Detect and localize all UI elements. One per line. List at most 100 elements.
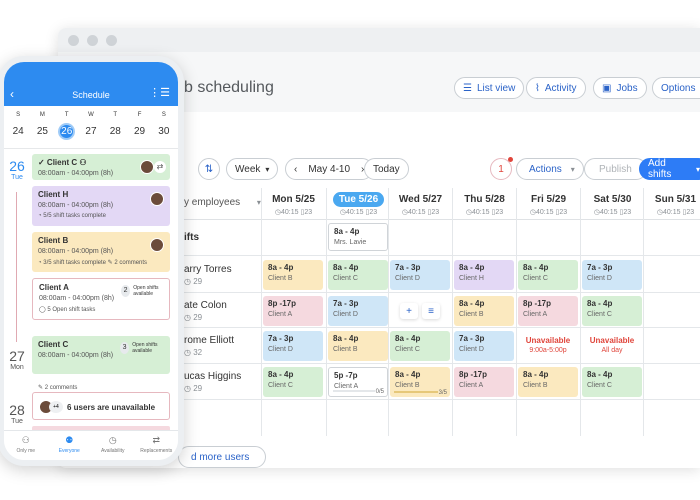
day-column-header[interactable]: Thu 5/28 ◷40:15 ▯23 xyxy=(452,188,516,220)
clock-icon: ◷ xyxy=(529,209,536,216)
shift-card[interactable]: Client A 08:00am - 04:00pm (8h) ◯ 5 Open s… xyxy=(32,278,170,320)
unavailable-label: 6 users are unavailable xyxy=(67,402,156,412)
week-day[interactable]: T 28 xyxy=(104,112,126,140)
unavailable-label: Unavailable xyxy=(525,336,571,345)
menu-icon[interactable]: ⋮☰ xyxy=(149,87,170,99)
shift-card[interactable]: 8a - 4p Client B 3/5 xyxy=(390,367,450,397)
list-view-button[interactable]: ☰ List view xyxy=(454,77,525,99)
shift-card[interactable]: ✓ Client C ⚇ 08:00am - 04:00pm (8h) ⇄ xyxy=(32,154,170,180)
tab-replacements[interactable]: ⇄ Replacements xyxy=(136,431,176,460)
day-column-header[interactable]: Mon 5/25 ◷40:15 ▯23 xyxy=(261,188,325,220)
open-shift-card[interactable]: 8a - 4p Mrs. Lavie xyxy=(328,223,388,251)
client-name: ✓ Client C ⚇ xyxy=(38,158,87,167)
list-icon[interactable]: ≡ xyxy=(422,303,440,319)
day-column-header[interactable]: Tue 5/26 ◷40:15 ▯23 xyxy=(326,188,390,220)
date-range-picker[interactable]: ‹ May 4-10 › xyxy=(285,158,374,180)
grid-line xyxy=(388,220,389,436)
shift-card[interactable]: Client B 08:00am - 04:00pm (8h) ◔ 3/5 shif… xyxy=(32,232,170,272)
window-dot[interactable] xyxy=(106,34,117,46)
week-day[interactable]: T 26 xyxy=(56,112,78,140)
shift-card[interactable]: Client C 08:00am - 04:00pm (8h) 3 Open shif… xyxy=(32,336,170,391)
tab-label: Everyone xyxy=(58,448,80,454)
shift-card[interactable]: 8a - 4p Client C xyxy=(390,331,450,361)
actions-button[interactable]: Actions ▾ xyxy=(516,158,584,180)
employee-name[interactable]: ucas Higgins xyxy=(184,371,242,382)
shift-card[interactable]: 8a - 4p Client C xyxy=(518,260,578,290)
swap-icon[interactable]: ⇄ xyxy=(154,161,166,173)
week-day[interactable]: W 27 xyxy=(80,112,102,140)
options-button[interactable]: Options▾ xyxy=(652,77,700,99)
week-day-letter: F xyxy=(137,112,142,118)
shift-card[interactable]: 8a - 4p Client C xyxy=(328,260,388,290)
sort-button[interactable]: ⇅ xyxy=(198,158,220,180)
shift-card[interactable]: 8a - 4p Client B xyxy=(328,331,388,361)
shift-client: Client B xyxy=(268,275,293,282)
shift-card[interactable]: 8p -17p Client A xyxy=(263,296,323,326)
back-arrow-icon[interactable]: ‹ xyxy=(10,87,14,101)
day-meta: ◷40:15 ▯23 xyxy=(327,208,390,216)
shift-card[interactable]: 8a - 4p Client B xyxy=(518,367,578,397)
add-shifts-button[interactable]: Add shifts ▾ xyxy=(639,158,700,180)
shift-card[interactable]: 8a - 4p Client H xyxy=(454,260,514,290)
alert-button[interactable]: 1 xyxy=(490,157,513,180)
week-day[interactable]: S 24 xyxy=(7,112,29,140)
open-shifts-badge[interactable]: 2 Open shifts available xyxy=(121,285,169,297)
employee-selector[interactable]: y employees ▾ xyxy=(184,197,261,208)
date-label: 27 Mon xyxy=(6,348,28,371)
tab-everyone[interactable]: ⚉ Everyone xyxy=(49,431,89,460)
day-column-header[interactable]: Wed 5/27 ◷40:15 ▯23 xyxy=(388,188,452,220)
shift-card[interactable]: 8a - 4p Client C xyxy=(263,367,323,397)
shift-card[interactable]: 7a - 3p Client D xyxy=(454,331,514,361)
shift-card[interactable]: 7a - 3p Client D xyxy=(390,260,450,290)
window-dot[interactable] xyxy=(87,34,98,46)
day-column-header[interactable]: Sat 5/30 ◷40:15 ▯23 xyxy=(580,188,644,220)
day-label: Fri 5/29 xyxy=(530,194,567,205)
window-titlebar xyxy=(58,28,700,52)
tab-availability[interactable]: ◷ Availability xyxy=(93,431,133,460)
shift-card[interactable]: +4 6 users are unavailable xyxy=(32,392,170,420)
shift-time: 08:00am - 04:00pm (8h) xyxy=(38,352,114,359)
week-day[interactable]: S 30 xyxy=(153,112,175,140)
jobs-button[interactable]: ▣ Jobs xyxy=(593,77,647,99)
window-dot[interactable] xyxy=(68,34,79,46)
day-label: Wed 5/27 xyxy=(398,194,443,205)
employee-name[interactable]: ate Colon xyxy=(184,300,227,311)
day-column-header[interactable]: Fri 5/29 ◷40:15 ▯23 xyxy=(516,188,580,220)
phone-tab-bar: ⚇ Only me ⚉ Everyone ◷ Availability ⇄ Replaceme… xyxy=(4,430,178,460)
shift-card[interactable]: 5p -7p Client A 0/5 xyxy=(328,367,388,397)
shift-card[interactable]: 8a - 4p Client B xyxy=(263,260,323,290)
chevron-right-icon[interactable]: › xyxy=(361,163,365,175)
chevron-left-icon[interactable]: ‹ xyxy=(294,163,298,175)
activity-button[interactable]: ⌇ Activity xyxy=(526,77,586,99)
group-icon: ⚉ xyxy=(65,435,74,445)
desktop-window: b scheduling ☰ List view ⌇ Activity ▣ Jobs … xyxy=(58,28,700,468)
shift-card[interactable]: 8a - 4p Client C xyxy=(582,296,642,326)
shift-card[interactable]: 7a - 3p Client D xyxy=(263,331,323,361)
today-button[interactable]: Today xyxy=(364,158,409,180)
week-day[interactable]: F 29 xyxy=(129,112,151,140)
shift-card[interactable]: 7a - 3p Client D xyxy=(328,296,388,326)
open-shifts-badge[interactable]: 3 Open shifts available xyxy=(120,342,168,354)
day-column-header[interactable]: Sun 5/31 ◷40:15 ▯23 xyxy=(643,188,700,220)
shift-client: Client C xyxy=(523,275,548,282)
shift-card[interactable]: 8p -17p Client A xyxy=(454,367,514,397)
employee-name[interactable]: arry Torres xyxy=(184,264,232,275)
week-day-letter: S xyxy=(161,112,166,118)
tab-only-me[interactable]: ⚇ Only me xyxy=(6,431,46,460)
publish-button[interactable]: Publish xyxy=(584,158,647,180)
toolbar: ⇅ Week ▾ ‹ May 4-10 › Today 1 Actions ▾ Publ… xyxy=(58,157,700,180)
week-day[interactable]: M 25 xyxy=(31,112,53,140)
shift-client: Mrs. Lavie xyxy=(334,239,367,246)
shift-card[interactable]: Client H 08:00am - 04:00pm (8h) ◔ 5/5 shif… xyxy=(32,186,170,226)
week-select[interactable]: Week ▾ xyxy=(226,158,279,180)
employee-name[interactable]: rome Elliott xyxy=(184,335,235,346)
doc-icon: ▯ xyxy=(555,209,560,216)
shift-client: Client C xyxy=(395,346,420,353)
grid-line xyxy=(643,220,644,436)
shift-card[interactable]: 8a - 4p Client C xyxy=(582,367,642,397)
add-icon[interactable]: + xyxy=(400,303,418,319)
add-more-users-button[interactable]: d more users xyxy=(178,446,267,468)
shift-card[interactable]: 8p -17p Client A xyxy=(518,296,578,326)
shift-card[interactable]: 7a - 3p Client D xyxy=(582,260,642,290)
shift-card[interactable]: 8a - 4p Client B xyxy=(454,296,514,326)
